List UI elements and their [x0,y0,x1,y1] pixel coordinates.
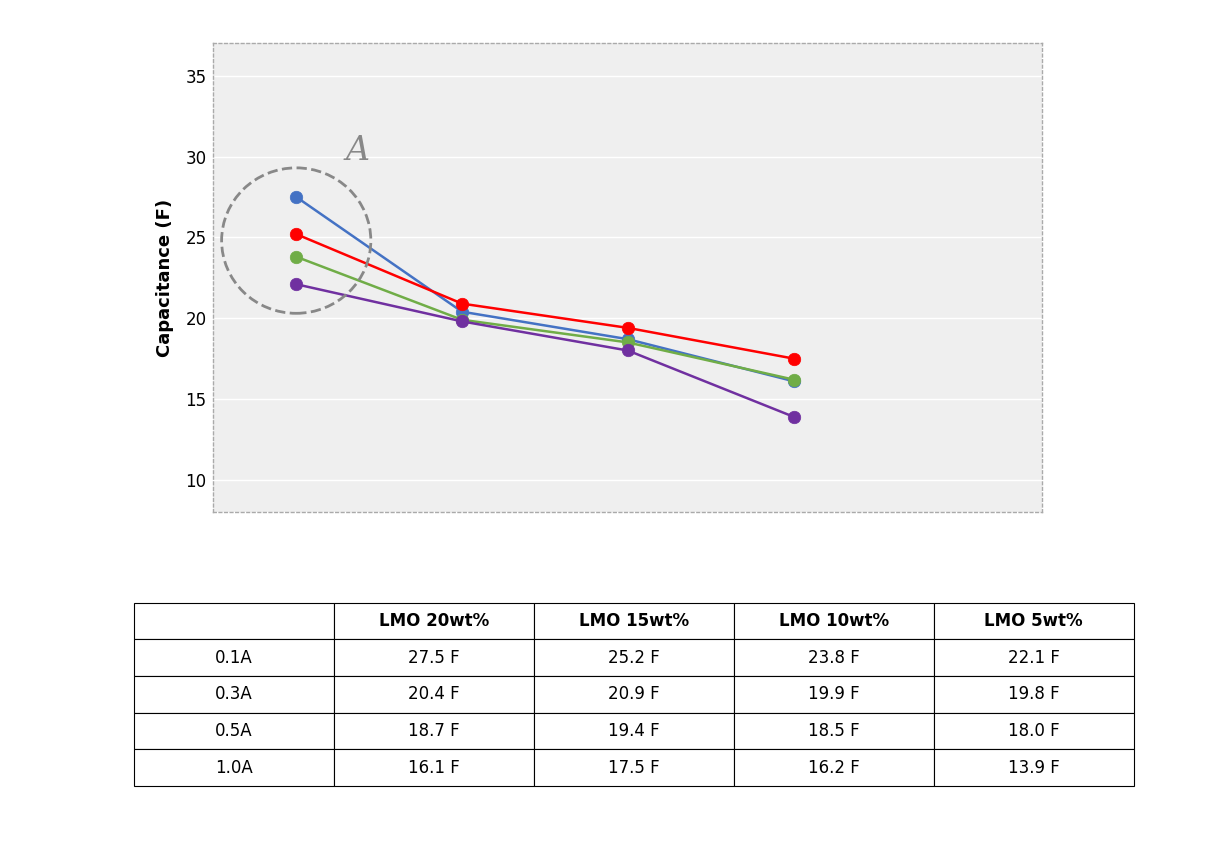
Text: A: A [346,135,371,167]
Y-axis label: Capacitance (F): Capacitance (F) [156,199,174,357]
